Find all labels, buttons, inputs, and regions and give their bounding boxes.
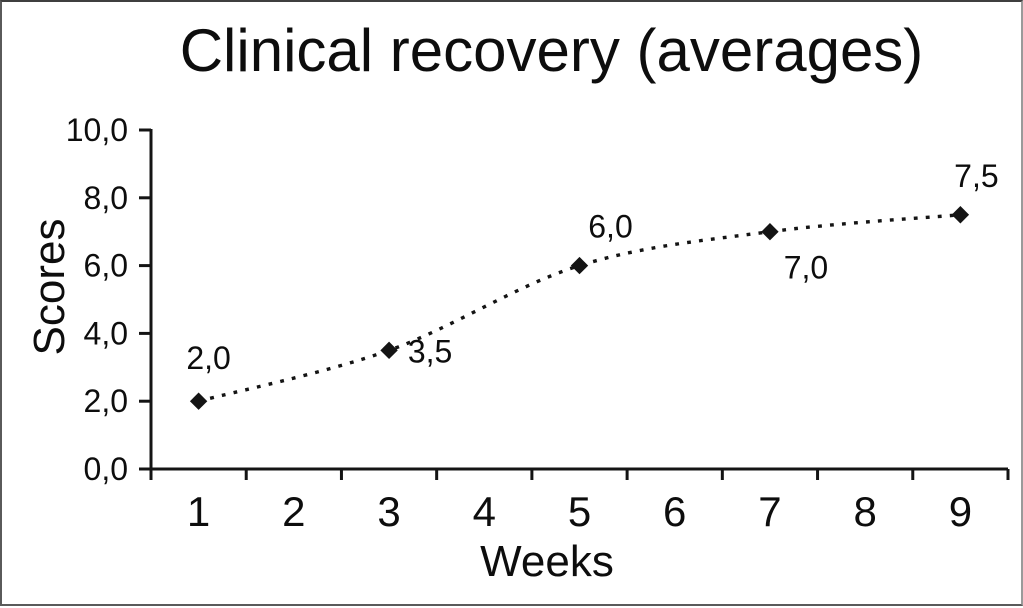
data-point-label: 7,0 [784,250,828,286]
y-axis-tick-label: 4,0 [84,315,128,351]
data-point-marker [380,341,398,360]
series-line-dotted [198,213,961,403]
x-axis-tick-label: 7 [758,488,781,535]
chart-title: Clinical recovery (averages) [179,17,924,84]
data-point-marker [189,392,208,410]
x-axis-tick-label: 6 [663,488,686,535]
y-axis-tick-label: 2,0 [84,383,128,419]
y-axis-tick-label: 6,0 [84,248,128,284]
x-axis-tick-label: 3 [377,488,400,535]
x-axis-tick-label: 4 [473,488,496,535]
data-point-marker [570,256,589,275]
data-point-label: 7,5 [954,158,998,194]
data-point-marker [951,206,970,224]
x-axis-tick-label: 5 [568,488,591,535]
data-point-label: 2,0 [186,340,230,376]
x-axis-tick-label: 9 [949,488,972,535]
y-axis-tick-label: 0,0 [84,451,128,487]
data-point-label: 3,5 [408,333,452,369]
x-axis-tick-label: 2 [282,488,305,535]
data-point-marker [761,223,779,241]
data-point-label: 6,0 [588,209,632,245]
x-axis-title: Weeks [480,537,614,586]
y-axis-tick-label: 8,0 [84,180,128,216]
x-axis-tick-label: 1 [187,488,210,535]
y-axis-tick-label: 10,0 [66,112,128,148]
x-axis-tick-label: 8 [853,488,876,535]
